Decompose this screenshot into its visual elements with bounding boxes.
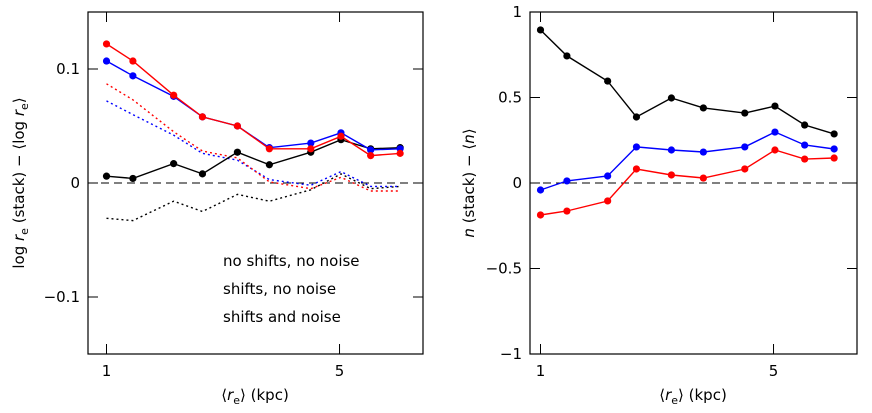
y-tick-label: −0.5 [486,260,522,278]
data-point [563,177,571,185]
y-tick-label: 0.1 [56,60,80,78]
series-line [540,149,835,216]
data-point [129,57,137,65]
y-axis-label: log re (stack) − ⟨log re⟩ [10,97,31,268]
data-point [667,171,676,179]
y-axis-label: n (stack) − ⟨n⟩ [460,128,478,237]
data-point [632,143,641,151]
x-tick-label: 1 [536,362,546,380]
y-tick-label: 0.5 [498,89,522,107]
y-tick-label: −0.1 [44,288,80,306]
legend-entry: shifts and noise [223,308,341,326]
data-point [632,113,641,121]
data-point [563,207,571,215]
data-point [563,52,571,60]
x-axis-label: ⟨re⟩ (kpc) [221,386,289,407]
data-point [198,170,207,178]
data-point [170,160,178,168]
data-point [801,155,809,163]
data-point [741,165,749,173]
plot-frame [87,11,424,355]
x-tick-label: 1 [102,362,112,380]
data-point [536,211,545,219]
data-point [198,113,207,121]
data-point [307,145,315,153]
x-tick-label: 5 [769,362,779,380]
legend-entry: no shifts, no noise [223,252,360,270]
data-point [801,121,809,129]
data-point [233,148,242,156]
data-point [367,146,375,154]
data-point [667,146,676,154]
series-line [106,43,401,157]
data-point [830,145,838,153]
data-point [129,72,137,80]
data-point [367,152,375,160]
data-point [771,128,779,136]
x-axis-label: ⟨re⟩ (kpc) [659,386,727,407]
series-line [106,173,401,222]
series-line [540,131,835,191]
legend-entry: shifts, no noise [223,280,336,298]
data-point [102,40,111,48]
data-point [699,174,707,182]
data-point [265,145,273,153]
data-point [830,154,838,162]
data-point [170,91,178,99]
data-point [830,130,838,138]
series-line [540,29,835,135]
data-point [741,143,749,151]
y-tick-label: 1 [512,3,522,21]
data-point [536,186,545,194]
data-point [771,102,779,110]
x-tick-label: 5 [335,362,345,380]
y-tick-label: 0 [70,174,80,192]
data-point [337,132,345,140]
data-point [102,172,111,180]
data-point [604,172,612,180]
data-point [604,197,612,205]
data-point [129,174,137,183]
series-line [106,83,401,192]
data-point [536,26,545,34]
data-point [102,57,111,65]
data-point [801,141,809,149]
data-point [667,94,676,102]
data-point [632,165,641,173]
data-point [307,139,315,147]
data-point [699,148,707,156]
data-point [233,122,242,130]
data-point [396,149,404,157]
series-line [106,138,401,180]
y-tick-label: 0 [512,174,522,192]
data-point [699,104,707,112]
data-point [265,161,273,169]
data-point [771,146,779,154]
y-tick-label: −1 [500,345,522,363]
data-point [741,109,749,117]
data-point [604,77,612,85]
